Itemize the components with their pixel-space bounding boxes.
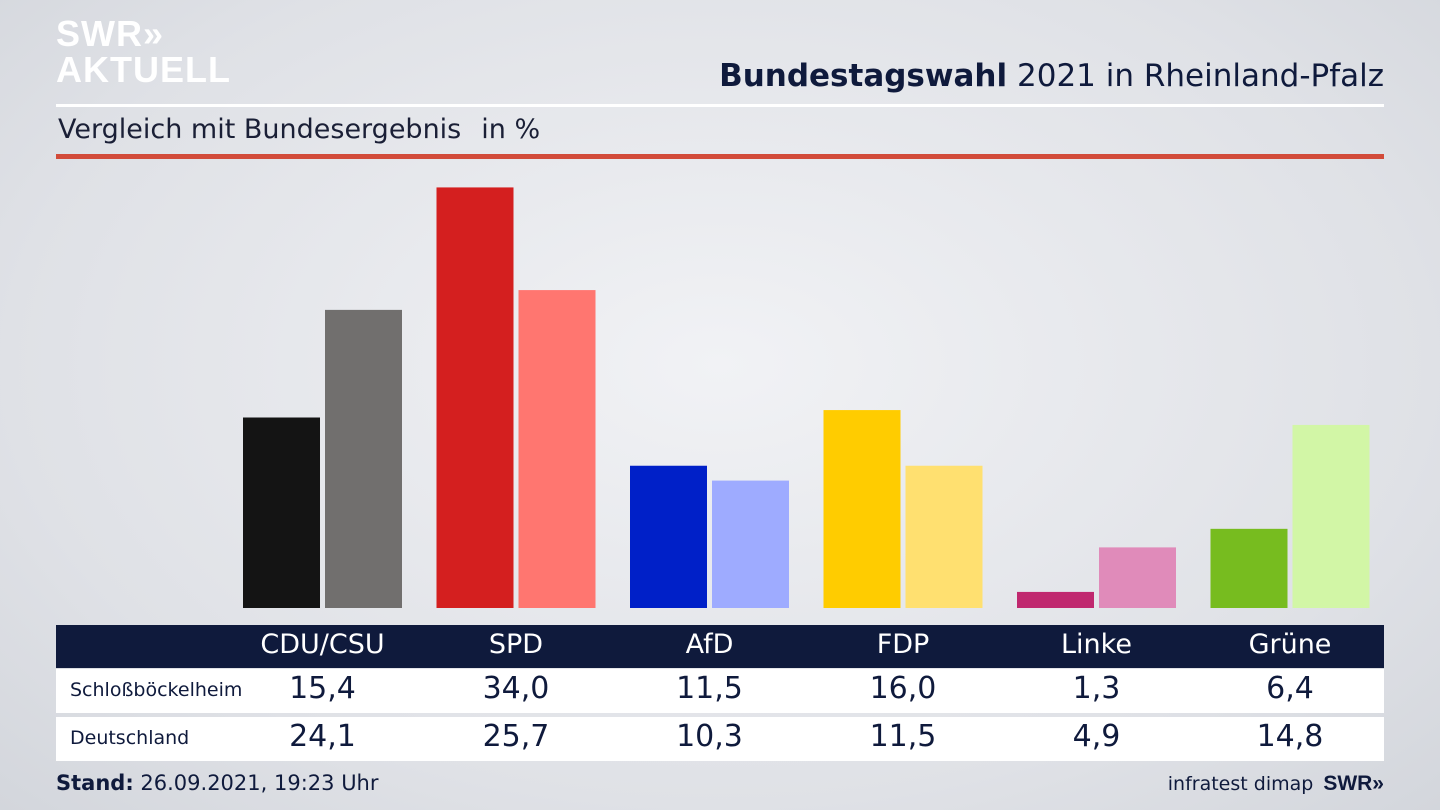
source-text: infratest dimap <box>1167 773 1314 795</box>
value-afd-local: 11,5 <box>676 671 743 706</box>
value-fdp-local: 16,0 <box>869 671 937 706</box>
bar-linke-national <box>1099 547 1176 608</box>
page-title: Bundestagswahl 2021 in Rheinland-Pfalz <box>719 58 1384 94</box>
bar-spd-local <box>436 187 514 609</box>
value-fdp-national: 11,5 <box>869 719 937 754</box>
chart-subtitle: Vergleich mit Bundesergebnis in % <box>58 114 540 145</box>
bar-gr-ne-local <box>1210 528 1288 608</box>
bar-fdp-national <box>905 465 983 608</box>
table-row-local: Schloßböckelheim 15,4 34,0 11,5 16,0 1,3 6,4 <box>56 669 1384 713</box>
bar-afd-local <box>630 465 707 608</box>
swr-footer-logo: SWR» <box>1323 772 1384 795</box>
timestamp: Stand: 26.09.2021, 19:23 Uhr <box>56 771 379 795</box>
subtitle-divider <box>56 154 1384 159</box>
value-linke-national: 4,9 <box>1072 719 1121 754</box>
logo-line-2: AKTUELL <box>56 49 231 90</box>
bar-spd-national <box>518 290 596 608</box>
column-header-cdu-csu: CDU/CSU <box>260 629 385 660</box>
value-spd-national: 25,7 <box>482 719 550 754</box>
column-header-fdp: FDP <box>876 629 930 660</box>
stand-label: Stand: <box>56 771 134 795</box>
logo-line-1: SWR» <box>56 13 165 54</box>
bar-cdu-csu-local <box>243 417 320 608</box>
column-header-linke: Linke <box>1061 629 1132 660</box>
row-label-national: Deutschland <box>70 727 190 749</box>
bar-chart <box>243 187 1370 609</box>
value-gr-ne-local: 6,4 <box>1266 671 1314 706</box>
source-credit: infratest dimap SWR» <box>1168 772 1384 796</box>
bar-linke-local <box>1017 591 1094 608</box>
value-cdu-csu-national: 24,1 <box>289 719 356 754</box>
row-label-local: Schloßböckelheim <box>70 679 243 701</box>
column-header-afd: AfD <box>685 629 734 660</box>
stand-value: 26.09.2021, 19:23 Uhr <box>140 771 379 795</box>
header-divider <box>56 104 1384 107</box>
subtitle-unit: in % <box>481 114 541 145</box>
column-header-gr-ne: Grüne <box>1248 629 1332 660</box>
value-linke-local: 1,3 <box>1072 671 1121 706</box>
bar-gr-ne-national <box>1292 424 1370 608</box>
title-bold: Bundestagswahl <box>719 58 1008 94</box>
value-gr-ne-national: 14,8 <box>1256 719 1324 754</box>
title-rest: 2021 in Rheinland-Pfalz <box>1017 58 1384 94</box>
swr-aktuell-logo: SWR» AKTUELL <box>56 16 231 88</box>
bar-afd-national <box>712 480 789 608</box>
bar-fdp-local <box>823 410 901 608</box>
bar-cdu-csu-national <box>325 309 402 608</box>
subtitle-text: Vergleich mit Bundesergebnis <box>58 114 462 145</box>
value-afd-national: 10,3 <box>676 719 743 754</box>
value-cdu-csu-local: 15,4 <box>289 671 356 706</box>
table-row-national: Deutschland 24,1 25,7 10,3 11,5 4,9 14,8 <box>56 717 1384 761</box>
column-header-spd: SPD <box>488 629 544 660</box>
table-header-row: CDU/CSU SPD AfD FDP Linke Grüne <box>56 625 1384 668</box>
value-spd-local: 34,0 <box>482 671 550 706</box>
